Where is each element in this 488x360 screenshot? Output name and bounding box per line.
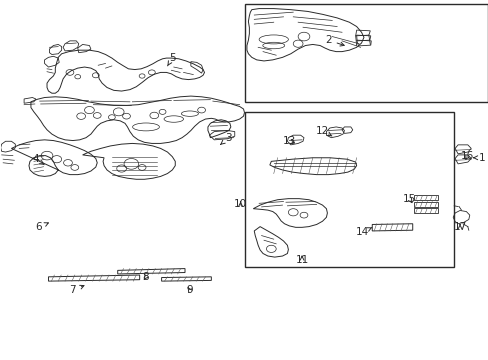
Text: 8: 8 (142, 272, 149, 282)
Text: 5: 5 (167, 53, 175, 66)
Bar (413, 195, 437, 201)
Bar (245, 4, 487, 102)
Text: 11: 11 (295, 255, 308, 265)
Bar (413, 208, 437, 213)
Text: 4: 4 (32, 154, 44, 165)
Text: 17: 17 (452, 222, 466, 232)
Text: 10: 10 (234, 199, 246, 210)
Text: 3: 3 (220, 133, 232, 144)
Text: 1: 1 (472, 153, 485, 163)
Text: 16: 16 (460, 150, 473, 161)
Text: 6: 6 (35, 222, 48, 232)
Text: 7: 7 (69, 285, 84, 296)
Text: 2: 2 (325, 35, 344, 46)
Text: 14: 14 (355, 227, 371, 237)
Text: 15: 15 (402, 194, 415, 204)
Bar (245, 112, 453, 267)
Text: 9: 9 (186, 285, 193, 296)
Bar (413, 202, 437, 207)
Text: 13: 13 (282, 136, 295, 146)
Text: 12: 12 (315, 126, 331, 136)
